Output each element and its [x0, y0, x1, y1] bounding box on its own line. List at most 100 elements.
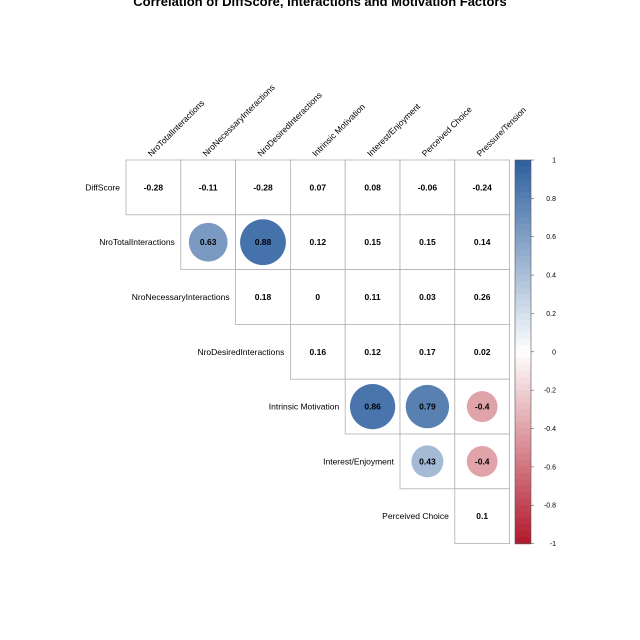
- colorbar-tick-label: 0: [552, 349, 556, 356]
- colorbar-segment: [515, 198, 531, 206]
- row-label: NroDesiredInteractions: [197, 347, 284, 357]
- colorbar-segment: [515, 396, 531, 404]
- colorbar-legend: 1 0.8 0.6 0.4 0.2 0 -0.2 -0.4 -0.6 -0.8 -1: [514, 158, 556, 548]
- cell-value: -0.06: [418, 182, 438, 192]
- cell-value: 0.1: [476, 511, 488, 521]
- colorbar-segment: [515, 428, 531, 436]
- colorbar-segment: [515, 345, 531, 353]
- cell-r3-c4: 0.12: [344, 323, 401, 380]
- colorbar-segment: [515, 223, 531, 231]
- colorbar-segment: [515, 518, 531, 526]
- cell-r5-c6: -0.4: [454, 433, 510, 490]
- colorbar-segment: [515, 191, 531, 199]
- cell-value: -0.11: [199, 182, 218, 192]
- colorbar-segment: [515, 160, 531, 167]
- colorbar-segment: [515, 249, 531, 257]
- cell-r1-c5: 0.15: [399, 214, 456, 271]
- cell-value: 0.63: [200, 237, 217, 247]
- cell-value: 0.43: [419, 456, 436, 466]
- colorbar-segment: [515, 460, 531, 468]
- cell-r0-c2: -0.28: [235, 159, 291, 216]
- colorbar-segment: [515, 441, 531, 449]
- colorbar-tick-label: -0.6: [544, 464, 556, 471]
- cell-value: -0.24: [473, 182, 493, 192]
- colorbar-segment: [515, 236, 531, 244]
- colorbar-segment: [515, 217, 531, 225]
- row-labels: DiffScore NroTotalInteractions NroNecessar…: [85, 182, 449, 521]
- colorbar-segment: [515, 243, 531, 251]
- cell-r0-c5: -0.06: [399, 159, 456, 216]
- correlation-circle: [405, 384, 450, 429]
- colorbar-segment: [515, 492, 531, 500]
- column-label: Intrinsic Motivation: [310, 101, 367, 158]
- colorbar-segment: [515, 383, 531, 391]
- row-label: Interest/Enjoyment: [323, 456, 395, 466]
- cell-value: 0.26: [474, 292, 491, 302]
- correlation-circle: [349, 383, 396, 430]
- colorbar-segment: [515, 319, 531, 327]
- cell-r4-c5: 0.79: [399, 378, 456, 435]
- colorbar-segment: [515, 179, 531, 187]
- cell-r6-c6: 0.1: [454, 488, 510, 544]
- colorbar-segment: [515, 281, 531, 289]
- correlation-circle: [466, 445, 498, 477]
- colorbar-segment: [515, 275, 531, 283]
- chart-title: Correlation of DiffScore, Interactions a…: [133, 0, 506, 9]
- cell-r0-c6: -0.24: [454, 159, 510, 216]
- colorbar-tick-label: -1: [550, 541, 556, 548]
- colorbar-segment: [515, 255, 531, 263]
- colorbar-segment: [515, 370, 531, 378]
- cell-r3-c5: 0.17: [399, 323, 456, 380]
- row-label: NroTotalInteractions: [99, 237, 175, 247]
- cell-value: 0.18: [255, 292, 272, 302]
- cell-value: 0.15: [419, 237, 436, 247]
- column-label: NroTotalInteractions: [146, 98, 207, 159]
- colorbar-segment: [515, 454, 531, 462]
- colorbar-tick-label: 0.6: [546, 234, 556, 241]
- colorbar-tick-label: -0.8: [544, 503, 556, 510]
- colorbar-segment: [515, 530, 531, 538]
- colorbar-segment: [515, 409, 531, 417]
- colorbar-segment: [515, 402, 531, 410]
- colorbar-segment: [515, 473, 531, 481]
- correlation-circle: [411, 445, 444, 478]
- cell-r1-c2: 0.88: [235, 214, 291, 271]
- correlation-cells: -0.28 -0.11 -0.28 0.07 0.08 -0.06 -0.24 0.63 0.8…: [125, 159, 510, 544]
- cell-r0-c3: 0.07: [289, 159, 346, 216]
- cell-r2-c3: 0: [289, 269, 346, 325]
- colorbar-segment: [515, 339, 531, 347]
- row-label: NroNecessaryInteractions: [132, 292, 230, 302]
- colorbar-segment: [515, 537, 531, 545]
- cell-r0-c1: -0.11: [180, 159, 237, 216]
- colorbar-segment: [515, 300, 531, 308]
- cell-r0-c0: -0.28: [125, 159, 182, 216]
- column-label: Pressure/Tension: [475, 105, 529, 159]
- cell-r3-c3: 0.16: [289, 323, 346, 380]
- colorbar-tick-label: 0.4: [546, 273, 556, 280]
- row-label: DiffScore: [85, 182, 120, 192]
- correlation-circle: [188, 222, 228, 262]
- colorbar-tick-label: -0.4: [544, 426, 556, 433]
- colorbar-segment: [515, 377, 531, 385]
- colorbar-tick-label: 0.8: [546, 196, 556, 203]
- column-label: Interest/Enjoyment: [365, 101, 423, 159]
- colorbar-segment: [515, 313, 531, 321]
- cell-value: 0.02: [474, 347, 491, 357]
- cell-value: 0.07: [310, 182, 327, 192]
- colorbar-segment: [515, 351, 531, 359]
- cell-r4-c6: -0.4: [454, 378, 510, 435]
- colorbar-segment: [515, 332, 531, 340]
- colorbar-segment: [515, 166, 531, 174]
- cell-r5-c5: 0.43: [399, 433, 456, 490]
- cell-r1-c6: 0.14: [454, 214, 510, 271]
- row-label: Perceived Choice: [382, 511, 449, 521]
- cell-r2-c4: 0.11: [344, 269, 401, 325]
- colorbar-segment: [515, 434, 531, 442]
- cell-r3-c6: 0.02: [454, 323, 510, 380]
- column-labels: NroTotalInteractionsNroNecessaryInteract…: [146, 82, 529, 158]
- cell-r1-c3: 0.12: [289, 214, 346, 271]
- cell-value: 0.03: [419, 292, 436, 302]
- correlation-circle: [466, 391, 498, 423]
- colorbar-segment: [515, 390, 531, 398]
